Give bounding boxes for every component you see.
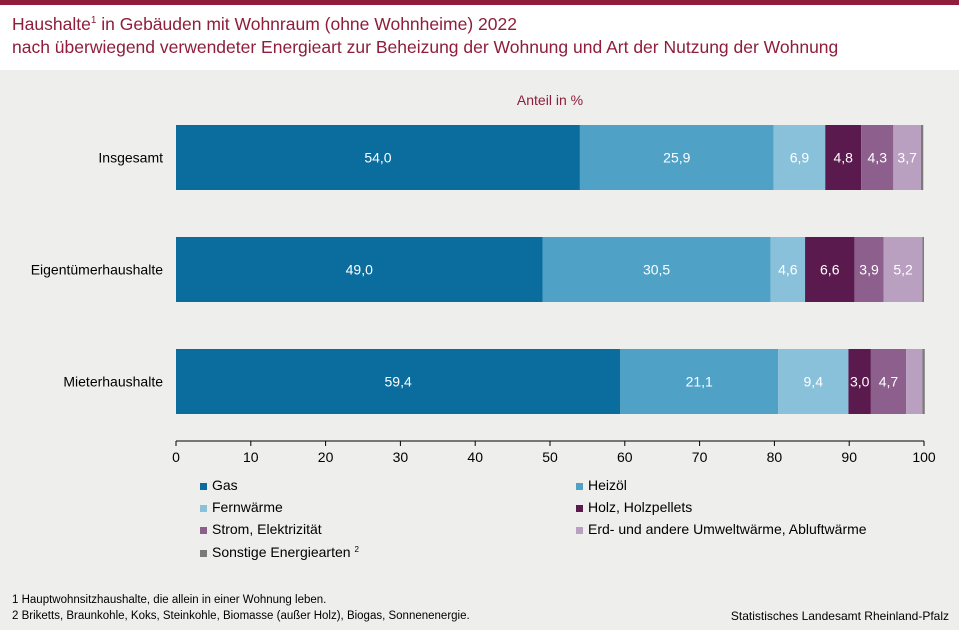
bar-segment — [906, 349, 923, 414]
legend-swatch — [576, 483, 583, 490]
chart-title-line2: nach überwiegend verwendeter Energieart … — [12, 37, 839, 57]
x-tick-label: 10 — [243, 449, 259, 465]
legend-footnote-mark: 2 — [355, 545, 360, 554]
bar-segment — [805, 237, 855, 302]
source-credit: Statistisches Landesamt Rheinland-Pfalz — [730, 609, 949, 623]
data-label: 5,2 — [893, 262, 913, 278]
data-label: 4,6 — [778, 262, 798, 278]
title-footnote-mark: 1 — [90, 15, 97, 27]
data-label: 21,1 — [686, 374, 713, 390]
x-tick-label: 60 — [617, 449, 633, 465]
legend-swatch — [200, 550, 207, 557]
x-tick-label: 90 — [841, 449, 857, 465]
data-label: 4,7 — [879, 374, 899, 390]
bar-segment — [922, 237, 924, 302]
legend-swatch — [200, 505, 207, 512]
x-tick-label: 80 — [767, 449, 783, 465]
legend-label: Holz, Holzpellets — [588, 499, 692, 515]
category-label: Eigentümerhaushalte — [31, 262, 164, 278]
legend-label: Heizöl — [588, 477, 627, 493]
data-label: 30,5 — [643, 262, 670, 278]
x-tick-label: 50 — [542, 449, 558, 465]
x-tick-label: 40 — [467, 449, 483, 465]
data-label: 49,0 — [346, 262, 373, 278]
data-label: 4,8 — [833, 150, 853, 166]
header: Haushalte1 in Gebäuden mit Wohnraum (ohn… — [0, 5, 959, 70]
footnote-1: 1 Hauptwohnsitzhaushalte, die allein in … — [12, 594, 327, 606]
data-label: 9,4 — [804, 374, 824, 390]
bar-segment — [620, 349, 779, 414]
bar-segment — [773, 125, 826, 190]
legend-swatch — [576, 527, 583, 534]
stacked-bar-chart: Anteil in % Insgesamt 54,0 25,9 6,9 4,8 4,3 3,7… — [31, 92, 936, 560]
bar-segment — [579, 125, 774, 190]
bar-segment — [922, 349, 925, 414]
category-label: Insgesamt — [98, 150, 163, 166]
bar-segment — [893, 125, 922, 190]
legend-swatch — [576, 505, 583, 512]
bar-segment — [861, 125, 894, 190]
data-label: 6,9 — [790, 150, 810, 166]
bar-segment — [870, 349, 907, 414]
legend-label: Sonstige Energiearten 2 — [212, 544, 360, 560]
x-tick-label: 20 — [318, 449, 334, 465]
bar-segment — [176, 349, 621, 414]
chart-title-line1: Haushalte1 in Gebäuden mit Wohnraum (ohn… — [12, 14, 517, 34]
legend-label: Strom, Elektrizität — [212, 521, 322, 537]
data-label: 4,3 — [868, 150, 888, 166]
x-tick-label: 70 — [692, 449, 708, 465]
bar-segment — [921, 125, 924, 190]
data-label: 25,9 — [663, 150, 690, 166]
bar-segment — [542, 237, 771, 302]
category-label: Mieterhaushalte — [63, 374, 163, 390]
legend-label: Gas — [212, 477, 238, 493]
bar-segment — [883, 237, 923, 302]
x-tick-label: 0 — [172, 449, 180, 465]
bar-segment — [848, 349, 871, 414]
data-label: 3,9 — [859, 262, 879, 278]
legend-label: Fernwärme — [212, 499, 283, 515]
bar-segment — [854, 237, 884, 302]
plot-caption: Anteil in % — [517, 92, 583, 108]
bar-segment — [176, 237, 543, 302]
top-accent-bar — [0, 0, 959, 5]
legend-swatch — [200, 483, 207, 490]
legend-label: Erd- und andere Umweltwärme, Abluftwärme — [588, 521, 867, 537]
data-label: 6,6 — [820, 262, 840, 278]
bar-segment — [825, 125, 862, 190]
x-tick-label: 100 — [912, 449, 936, 465]
data-label: 54,0 — [364, 150, 391, 166]
bar-segment — [778, 349, 849, 414]
legend-swatch — [200, 527, 207, 534]
data-label: 3,7 — [897, 150, 917, 166]
bar-segment — [770, 237, 806, 302]
data-label: 3,0 — [850, 374, 870, 390]
data-label: 59,4 — [385, 374, 412, 390]
footnote-2: 2 Briketts, Braunkohle, Koks, Steinkohle… — [12, 610, 470, 622]
bar-segment — [176, 125, 580, 190]
x-tick-label: 30 — [393, 449, 409, 465]
